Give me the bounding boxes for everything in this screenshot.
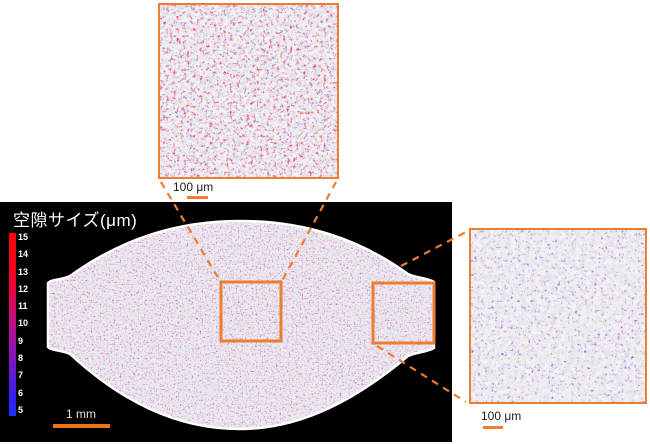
inset-top-texture	[160, 5, 337, 177]
inset-right-texture	[471, 230, 645, 402]
scalebar-label: 1 mm	[66, 407, 96, 421]
colorbar-tick: 8	[18, 353, 24, 364]
colorbar-tick: 5	[18, 404, 24, 415]
colorbar-tick: 11	[18, 301, 28, 312]
colorbar-tick: 13	[18, 266, 29, 277]
inset-top-image	[158, 3, 339, 179]
colorbar-tick: 6	[18, 387, 24, 398]
inset-right-scale-line	[483, 426, 503, 429]
colorbar-gradient	[9, 233, 16, 416]
scalebar-line	[53, 424, 110, 428]
inset-top-scale-label: 100 μm	[173, 180, 214, 194]
page-title: 空隙サイズ(μm)	[13, 211, 138, 230]
colorbar-tick: 10	[18, 318, 29, 329]
inset-right-scale-label: 100 μm	[481, 409, 522, 423]
inset-top-scale-line	[187, 196, 208, 199]
colorbar-tick: 12	[18, 283, 29, 294]
colorbar-tick: 15	[18, 232, 29, 242]
colorbar-tick: 9	[18, 335, 24, 346]
colorbar-tick: 14	[18, 249, 29, 260]
colorbar-ticks: 15 14 13 12 11 10 9 8 7 6 5	[18, 229, 28, 419]
colorbar-tick: 7	[18, 370, 24, 381]
inset-right-image	[469, 228, 647, 404]
